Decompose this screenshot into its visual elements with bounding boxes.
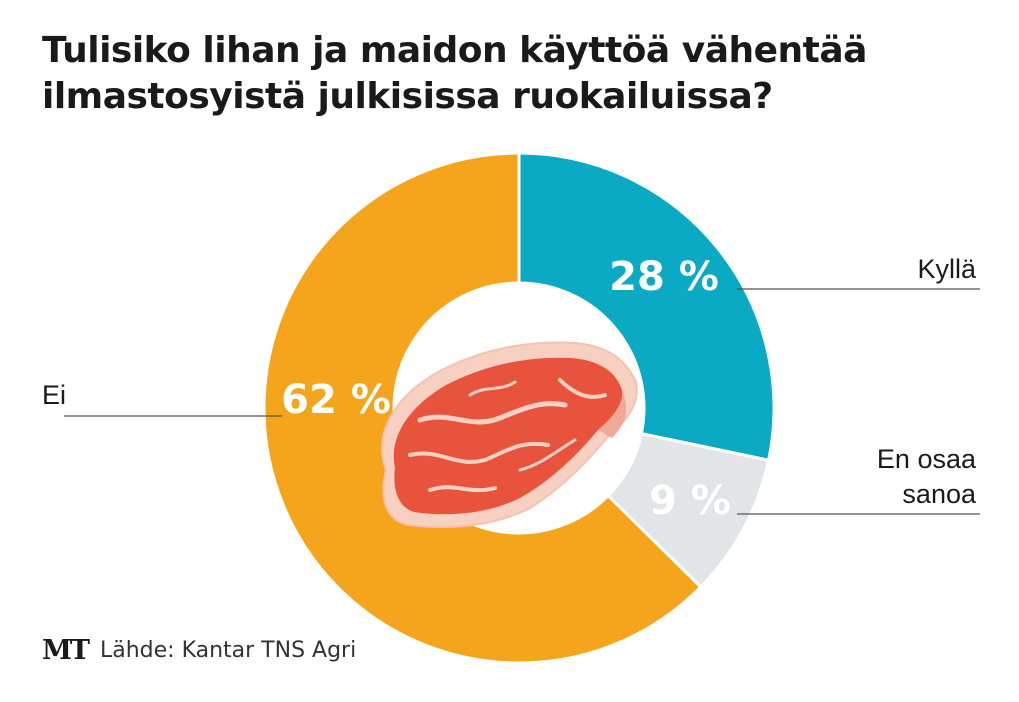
- category-label-en-osaa-sanoa-line-1: En osaa: [877, 444, 977, 474]
- donut-slice-kyllä: [517, 151, 776, 463]
- category-label-en-osaa-sanoa-line-2: sanoa: [902, 479, 977, 509]
- chart-title-line-1: Tulisiko lihan ja maidon käyttöä vähentä…: [42, 30, 867, 71]
- chart-title-line-2: ilmastosyistä julkisissa ruokailuissa?: [42, 76, 773, 117]
- footer: MT Lähde: Kantar TNS Agri: [42, 632, 356, 668]
- chart-title: Tulisiko lihan ja maidon käyttöä vähentä…: [42, 28, 992, 120]
- category-label-ei: Ei: [42, 380, 66, 410]
- source-text: Lähde: Kantar TNS Agri: [99, 637, 357, 663]
- meat-steak-icon: [381, 341, 638, 528]
- slice-group: [262, 151, 776, 665]
- category-label-kylla: Kyllä: [917, 254, 977, 284]
- value-label-kylla: 28 %: [609, 254, 719, 300]
- value-label-ei: 62 %: [281, 377, 391, 423]
- value-label-en-osaa-sanoa: 9 %: [649, 478, 731, 524]
- mt-logo: MT: [42, 634, 90, 666]
